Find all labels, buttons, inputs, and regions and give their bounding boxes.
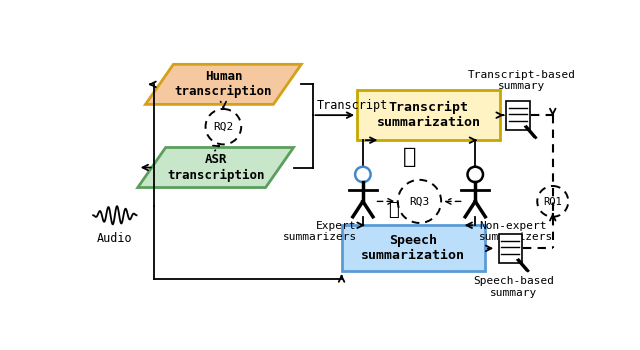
Circle shape <box>467 167 483 182</box>
Text: Non-expert
summarizers: Non-expert summarizers <box>479 220 554 242</box>
Text: Human
transcription: Human transcription <box>175 70 272 98</box>
Text: Audio: Audio <box>97 232 132 245</box>
FancyBboxPatch shape <box>342 225 485 272</box>
Text: Speech-based
summary: Speech-based summary <box>474 276 554 298</box>
Text: Transcript
summarization: Transcript summarization <box>377 101 481 129</box>
Polygon shape <box>145 64 301 104</box>
Text: 👁: 👁 <box>403 147 416 167</box>
Text: Transcript: Transcript <box>316 99 388 112</box>
Text: Transcript-based
summary: Transcript-based summary <box>468 70 576 91</box>
Text: 👂: 👂 <box>388 201 399 219</box>
Circle shape <box>355 167 371 182</box>
Text: RQ3: RQ3 <box>410 196 429 206</box>
Text: Speech
summarization: Speech summarization <box>361 234 465 262</box>
Text: ASR
transcription: ASR transcription <box>167 153 264 182</box>
Text: RQ1: RQ1 <box>543 196 562 206</box>
FancyBboxPatch shape <box>357 90 500 140</box>
Polygon shape <box>138 147 294 188</box>
Text: Expert
summarizers: Expert summarizers <box>282 220 356 242</box>
Text: RQ2: RQ2 <box>213 122 234 132</box>
FancyBboxPatch shape <box>499 234 522 263</box>
FancyBboxPatch shape <box>506 100 529 130</box>
